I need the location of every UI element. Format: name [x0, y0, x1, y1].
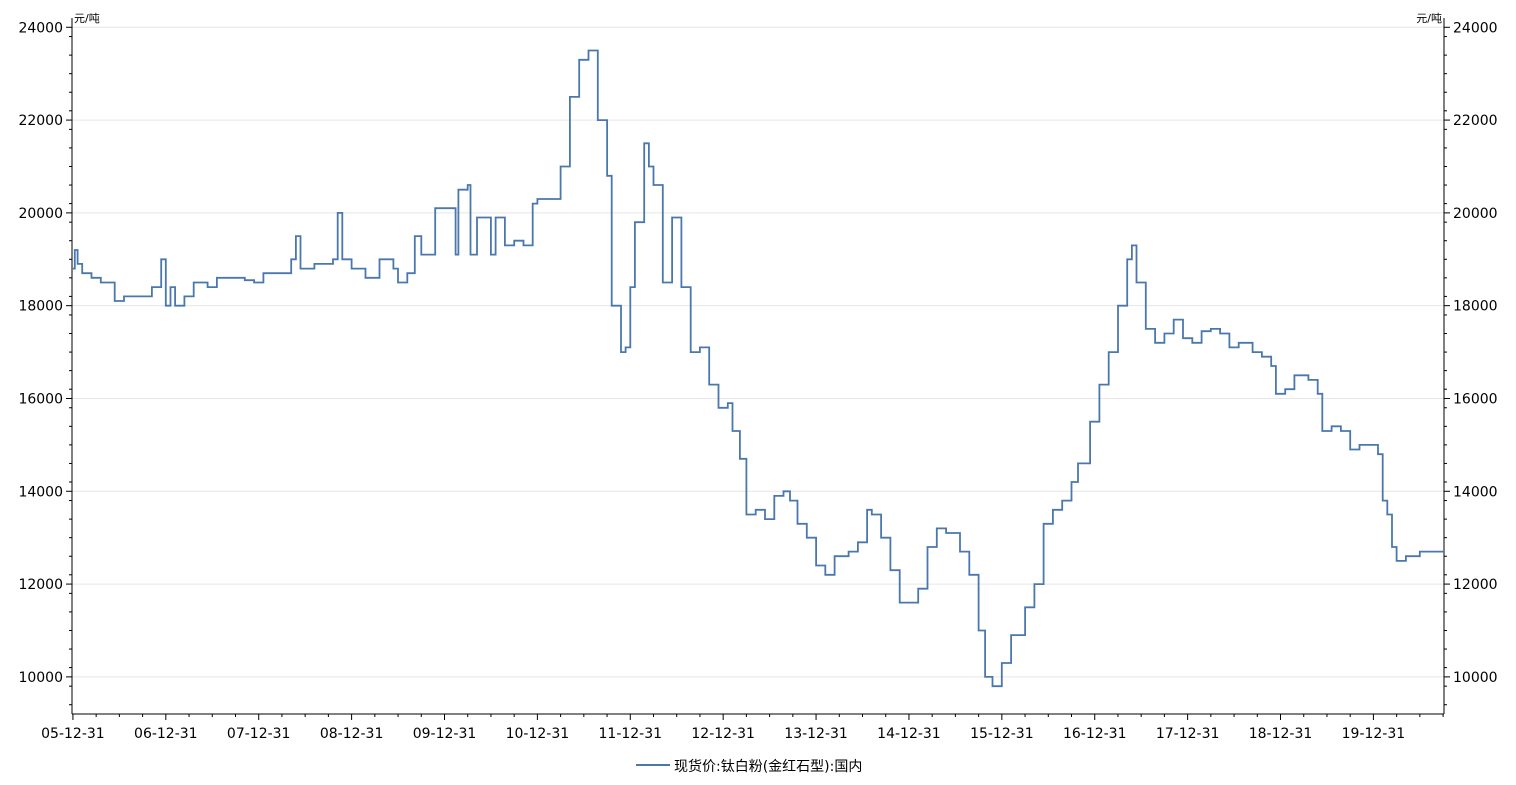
- y-tick-label-right: 18000: [1453, 299, 1498, 315]
- x-tick-label: 07-12-31: [227, 726, 291, 742]
- y-tick-label-left: 24000: [18, 20, 63, 36]
- y-tick-label-right: 16000: [1453, 391, 1498, 407]
- x-tick-label: 18-12-31: [1249, 726, 1313, 742]
- y-tick-label-right: 10000: [1453, 670, 1498, 686]
- y-tick-label-right: 24000: [1453, 20, 1498, 36]
- y-tick-label-right: 14000: [1453, 484, 1498, 500]
- axes: [71, 18, 1445, 715]
- x-tick-label: 12-12-31: [691, 726, 755, 742]
- left-unit-label: 元/吨: [74, 12, 100, 25]
- x-tick-label: 09-12-31: [413, 726, 477, 742]
- x-tick-label: 06-12-31: [134, 726, 198, 742]
- y-tick-label-left: 18000: [18, 299, 63, 315]
- x-tick-label: 17-12-31: [1156, 726, 1220, 742]
- legend-label: 现货价:钛白粉(金红石型):国内: [674, 758, 862, 775]
- y-tick-label-right: 12000: [1453, 577, 1498, 593]
- y-tick-label-left: 20000: [18, 206, 63, 222]
- x-tick-label: 15-12-31: [970, 726, 1034, 742]
- y-tick-label-left: 16000: [18, 391, 63, 407]
- gridlines: [72, 26, 1444, 678]
- axis-ticks: 10000 10000 12000 12000 14000 14000 16000 16000…: [18, 20, 1497, 742]
- x-tick-label: 16-12-31: [1063, 726, 1127, 742]
- x-tick-label: 10-12-31: [506, 726, 570, 742]
- x-tick-label: 14-12-31: [877, 726, 941, 742]
- series-layer: [72, 49, 1444, 688]
- y-tick-label-left: 12000: [18, 577, 63, 593]
- legend[interactable]: 现货价:钛白粉(金红石型):国内: [636, 758, 862, 775]
- series-line: [72, 49, 1444, 688]
- y-tick-label-left: 10000: [18, 670, 63, 686]
- right-unit-label: 元/吨: [1416, 12, 1442, 25]
- y-tick-label-right: 22000: [1453, 113, 1498, 129]
- x-tick-label: 05-12-31: [41, 726, 105, 742]
- y-tick-label-right: 20000: [1453, 206, 1498, 222]
- y-tick-label-left: 22000: [18, 113, 63, 129]
- x-tick-label: 08-12-31: [320, 726, 384, 742]
- y-tick-label-left: 14000: [18, 484, 63, 500]
- x-tick-label: 13-12-31: [784, 726, 848, 742]
- x-tick-label: 11-12-31: [599, 726, 663, 742]
- x-tick-label: 19-12-31: [1342, 726, 1406, 742]
